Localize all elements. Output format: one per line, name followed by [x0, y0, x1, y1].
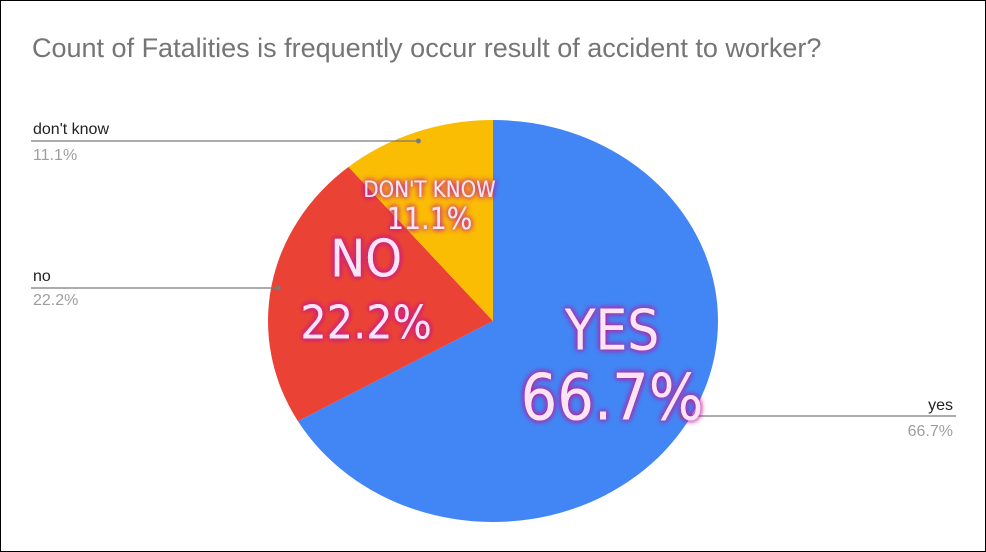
pie-slice-no	[267, 166, 493, 422]
callout-percent-don-t-know: 11.1%	[33, 147, 77, 164]
slice-label-no: NO	[330, 230, 402, 290]
callout-label-yes: yes	[928, 397, 953, 414]
callout-label-don-t-know: don't know	[33, 121, 109, 138]
callout-percent-yes: 66.7%	[908, 423, 953, 440]
slice-percent-yes: 66.7%	[521, 361, 704, 435]
slice-percent-no: 22.2%	[300, 296, 431, 350]
callout-percent-no: 22.2%	[33, 292, 78, 309]
pie-slice-yes	[297, 120, 719, 522]
slice-label-don-t-know: DON'T KNOW	[363, 178, 495, 203]
pie-slice-don-t-know	[348, 120, 493, 321]
chart-title: Count of Fatalities is frequently occur …	[32, 33, 822, 63]
callout-label-no: no	[33, 268, 51, 285]
slice-label-yes: YES	[564, 298, 660, 363]
slice-percent-don-t-know: 11.1%	[387, 202, 473, 237]
